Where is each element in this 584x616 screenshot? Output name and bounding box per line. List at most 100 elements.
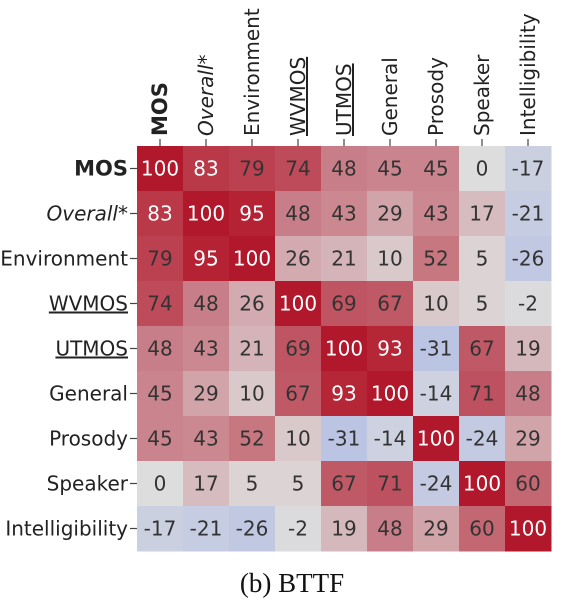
heatmap-cell	[229, 281, 276, 327]
heatmap-cell	[229, 371, 276, 417]
cell-value: 29	[423, 517, 448, 541]
heatmap-cell	[367, 371, 414, 417]
cell-value: -14	[420, 382, 453, 406]
heatmap-cell	[413, 146, 460, 192]
cell-value: 0	[476, 157, 489, 181]
heatmap-cell	[367, 236, 414, 282]
cell-value: -21	[190, 517, 223, 541]
heatmap-cell	[459, 461, 506, 507]
cell-value: 100	[279, 292, 317, 316]
column-label: Intelligibility	[516, 13, 540, 136]
cell-value: 67	[377, 292, 402, 316]
cell-value: 17	[193, 472, 218, 496]
column-label: Speaker	[470, 54, 494, 136]
heatmap-cell	[459, 281, 506, 327]
cell-value: -24	[466, 427, 499, 451]
cell-value: 48	[193, 292, 218, 316]
heatmap-cell	[505, 506, 552, 552]
heatmap-cell	[229, 236, 276, 282]
cell-value: 19	[515, 337, 540, 361]
cell-value: 100	[141, 157, 179, 181]
cell-value: 43	[193, 427, 218, 451]
cell-value: 60	[469, 517, 494, 541]
heatmap-cell	[459, 326, 506, 372]
cell-value: -14	[374, 427, 407, 451]
cell-value: -2	[288, 517, 308, 541]
heatmap-cell	[459, 146, 506, 192]
cell-value: -17	[512, 157, 545, 181]
heatmap-cell	[505, 326, 552, 372]
cell-value: -17	[144, 517, 177, 541]
heatmap-cell	[367, 146, 414, 192]
row-label: MOS	[74, 157, 128, 181]
heatmap-cell	[229, 416, 276, 462]
cell-value: 83	[193, 157, 218, 181]
heatmap-cell	[183, 506, 230, 552]
cell-value: 45	[147, 382, 172, 406]
cell-value: 100	[463, 472, 501, 496]
heatmap-cell	[459, 506, 506, 552]
row-label: WVMOS	[49, 292, 128, 316]
cell-value: 43	[331, 202, 356, 226]
cell-value: 5	[246, 472, 259, 496]
heatmap-cell	[413, 416, 460, 462]
heatmap-cell	[459, 236, 506, 282]
heatmap-cell	[275, 326, 322, 372]
heatmap-cell	[321, 371, 368, 417]
cell-value: 60	[515, 472, 540, 496]
heatmap-cell	[505, 191, 552, 237]
heatmap-cell	[321, 416, 368, 462]
heatmap-cell	[275, 191, 322, 237]
column-label: MOS	[148, 82, 172, 136]
heatmap-cell	[183, 236, 230, 282]
cell-value: 48	[377, 517, 402, 541]
heatmap-cell	[321, 326, 368, 372]
heatmap-cell	[367, 506, 414, 552]
row-label: General	[49, 382, 128, 406]
cell-value: 19	[331, 517, 356, 541]
heatmap-cell	[229, 146, 276, 192]
heatmap-cell	[275, 371, 322, 417]
heatmap-cell	[229, 326, 276, 372]
heatmap-cell	[275, 281, 322, 327]
heatmap-cell	[137, 236, 184, 282]
heatmap-cell	[459, 371, 506, 417]
cell-value: 48	[331, 157, 356, 181]
heatmap-cell	[459, 416, 506, 462]
column-label: General	[378, 57, 402, 136]
cell-value: 45	[377, 157, 402, 181]
cell-value: 29	[515, 427, 540, 451]
heatmap-cell	[367, 416, 414, 462]
cell-value: 69	[285, 337, 310, 361]
cell-value: 71	[469, 382, 494, 406]
cell-value: 26	[239, 292, 264, 316]
heatmap-cell	[413, 461, 460, 507]
cell-value: 79	[239, 157, 264, 181]
cell-value: 67	[331, 472, 356, 496]
heatmap-cell	[321, 506, 368, 552]
cell-value: 21	[239, 337, 264, 361]
cell-value: 29	[377, 202, 402, 226]
heatmap-cell	[183, 371, 230, 417]
cell-value: 52	[239, 427, 264, 451]
cell-value: -24	[420, 472, 453, 496]
heatmap-cell	[137, 506, 184, 552]
cell-value: 10	[423, 292, 448, 316]
heatmap-cell	[275, 146, 322, 192]
heatmap-cell	[137, 371, 184, 417]
heatmap-cell	[275, 236, 322, 282]
cell-value: 10	[239, 382, 264, 406]
cell-value: 45	[147, 427, 172, 451]
heatmap-cell	[229, 461, 276, 507]
row-label: Overall*	[47, 202, 128, 226]
cell-value: 26	[285, 247, 310, 271]
cell-value: 48	[515, 382, 540, 406]
heatmap-cell	[413, 191, 460, 237]
heatmap-cell	[367, 326, 414, 372]
cell-value: 17	[469, 202, 494, 226]
heatmap-cell	[183, 191, 230, 237]
heatmap-cell	[413, 326, 460, 372]
heatmap-cell	[505, 236, 552, 282]
cell-value: 67	[285, 382, 310, 406]
heatmap-cell	[137, 191, 184, 237]
